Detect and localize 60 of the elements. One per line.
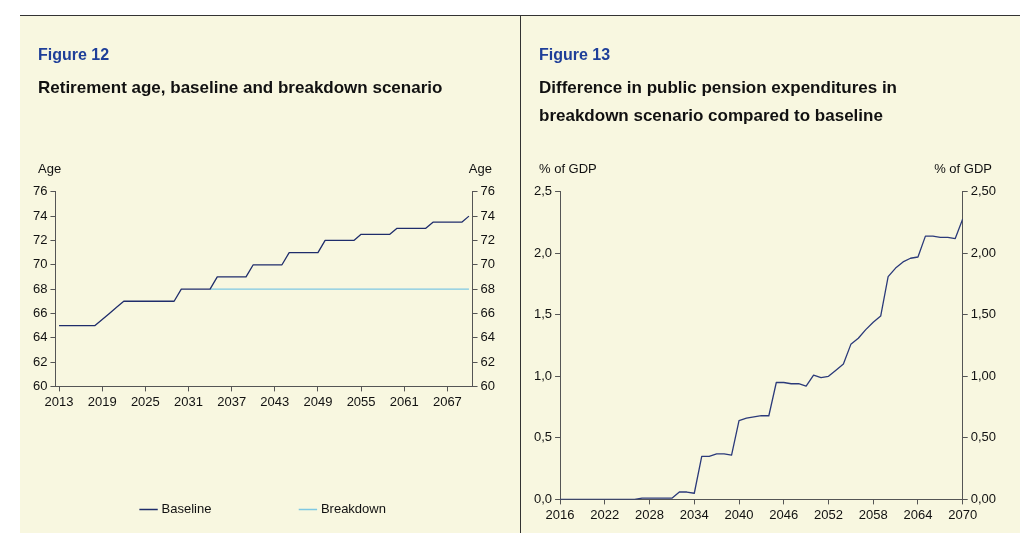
x-tick-label: 2049: [303, 393, 333, 409]
y-tick-label: 72: [32, 232, 48, 248]
chart-subtitle: Retirement age, baseline and breakdown scenario: [38, 77, 444, 99]
y2-tick-label: 68: [480, 280, 496, 296]
y-tick-label: 76: [32, 183, 48, 199]
y2-tick-label: 1,00: [970, 367, 997, 383]
y-tick-label: 1,5: [533, 306, 553, 322]
y-tick-label: 0,5: [533, 429, 553, 445]
chart-subtitle: Difference in public pension expenditures in breakdown scenario compared to baseline: [539, 77, 898, 127]
x-tick-label: 2067: [432, 393, 462, 409]
y2-tick-label: 2,50: [970, 183, 997, 199]
y-tick-label: 62: [32, 353, 48, 369]
y-axis-title: % of GDP: [539, 161, 597, 176]
chart-title: Figure 13: [539, 46, 611, 64]
x-tick-label: 2052: [814, 506, 843, 522]
y2-tick-label: 0,00: [970, 490, 997, 506]
y-tick-label: 66: [32, 305, 48, 320]
x-tick-label: 2022: [590, 506, 620, 522]
x-tick-label: 2061: [389, 393, 419, 409]
y2-tick-label: 66: [480, 305, 496, 320]
y-tick-label: 2,5: [533, 183, 553, 199]
x-tick-label: 2025: [130, 393, 160, 409]
y2-tick-label: 60: [480, 377, 496, 393]
x-tick-label: 2046: [769, 506, 799, 522]
x-tick-label: 2037: [217, 393, 247, 409]
x-tick-label: 2058: [858, 506, 888, 522]
y-tick-label: 68: [32, 280, 48, 296]
y2-tick-label: 70: [480, 256, 496, 272]
y2-tick-label: 1,50: [970, 306, 997, 322]
y2-tick-label: 2,00: [970, 244, 997, 260]
legend-label: Baseline: [161, 501, 212, 517]
y2-tick-label: 76: [480, 183, 496, 199]
x-tick-label: 2031: [174, 393, 203, 409]
y2-tick-label: 72: [480, 232, 496, 248]
x-tick-label: 2055: [346, 393, 376, 409]
y2-tick-label: 64: [480, 329, 496, 345]
y-tick-label: 64: [32, 329, 48, 345]
x-tick-label: 2019: [87, 393, 117, 409]
x-tick-label: 2040: [724, 506, 754, 522]
y-tick-label: 74: [32, 207, 48, 223]
x-tick-label: 2016: [545, 506, 575, 522]
x-tick-label: 2028: [635, 506, 665, 522]
chart-title: Figure 12: [38, 46, 110, 64]
x-tick-label: 2070: [948, 506, 978, 522]
y2-tick-label: 62: [480, 353, 496, 369]
x-tick-label: 2064: [903, 506, 933, 522]
y-tick-label: 60: [32, 377, 48, 393]
y2-axis-title: % of GDP: [934, 161, 992, 176]
y-axis-title: Age: [38, 161, 62, 176]
y-tick-label: 0,0: [533, 490, 553, 506]
y2-tick-label: 0,50: [970, 429, 997, 445]
y2-tick-label: 74: [480, 207, 496, 223]
y-tick-label: 70: [32, 256, 48, 272]
y-tick-label: 1,0: [533, 367, 553, 383]
x-tick-label: 2043: [260, 393, 290, 409]
x-tick-label: 2013: [44, 393, 74, 409]
y2-axis-title: Age: [468, 161, 492, 176]
legend-label: Breakdown: [320, 501, 386, 517]
x-tick-label: 2034: [679, 506, 709, 522]
y-tick-label: 2,0: [533, 244, 553, 260]
